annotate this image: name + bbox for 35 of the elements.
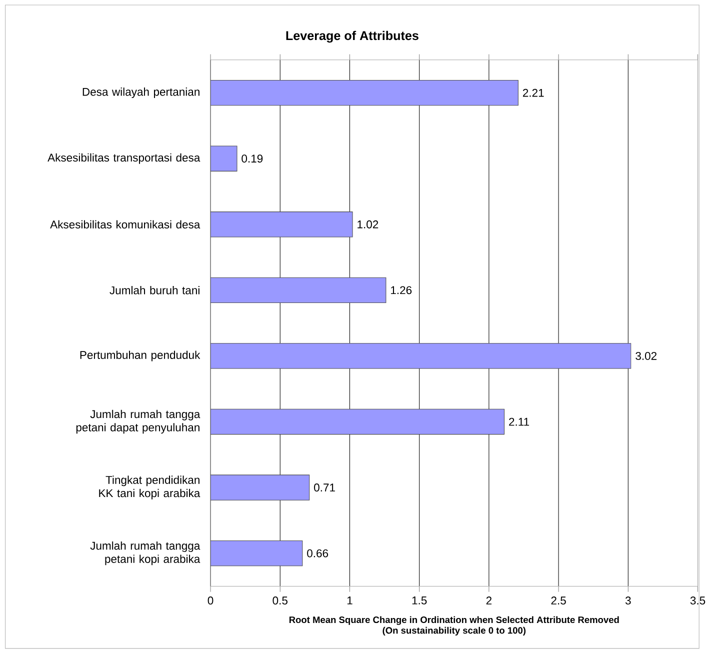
chart-title: Leverage of Attributes	[286, 30, 418, 42]
bar	[210, 211, 353, 238]
x-tick-label: 1	[347, 596, 352, 604]
x-tick-label: 2.5	[551, 596, 566, 604]
bar	[210, 408, 505, 434]
bar	[210, 474, 310, 500]
data-label: 0.71	[314, 483, 335, 492]
y-tick-label: Jumlah buruh tani	[110, 286, 200, 294]
y-tick-label: Tingkat pendidikan KK tani kopi arabika	[99, 475, 200, 500]
y-tick-label: Pertumbuhan penduduk	[80, 350, 200, 361]
bar	[210, 146, 238, 172]
y-tick-label: Aksesibilitas transportasi desa	[48, 153, 200, 164]
y-tick-label: Aksesibilitas komunikasi desa	[50, 220, 200, 228]
y-tick-label: Jumlah rumah tangga petani kopi arabika	[90, 541, 200, 565]
data-label: 2.11	[509, 418, 530, 426]
x-tick-label: 0.5	[272, 596, 288, 604]
data-label: 0.19	[242, 154, 263, 162]
data-label: 1.26	[391, 286, 412, 294]
x-tick-label: 2	[486, 596, 492, 604]
x-axis-title: Root Mean Square Change in Ordination when Selected Attribute Removed	[289, 616, 619, 625]
data-label: 3.02	[636, 352, 657, 360]
bar	[210, 277, 386, 303]
x-tick-label: 0	[208, 596, 214, 604]
data-label: 2.21	[522, 88, 544, 97]
bar	[210, 540, 303, 566]
x-tick-label: 3	[625, 596, 631, 604]
y-tick-label: Jumlah rumah tangga petani dapat penyuluhan	[76, 410, 200, 434]
bar	[210, 80, 518, 106]
data-label: 1.02	[358, 220, 378, 228]
data-label: 0.66	[307, 549, 328, 558]
bar	[210, 342, 632, 369]
x-tick-label: 3.5	[690, 596, 706, 604]
x-tick-label: 1.5	[412, 596, 427, 604]
y-tick-label: Desa wilayah pertanian	[82, 87, 200, 98]
text: (On sustainability scale 0 to 100)	[382, 626, 526, 636]
